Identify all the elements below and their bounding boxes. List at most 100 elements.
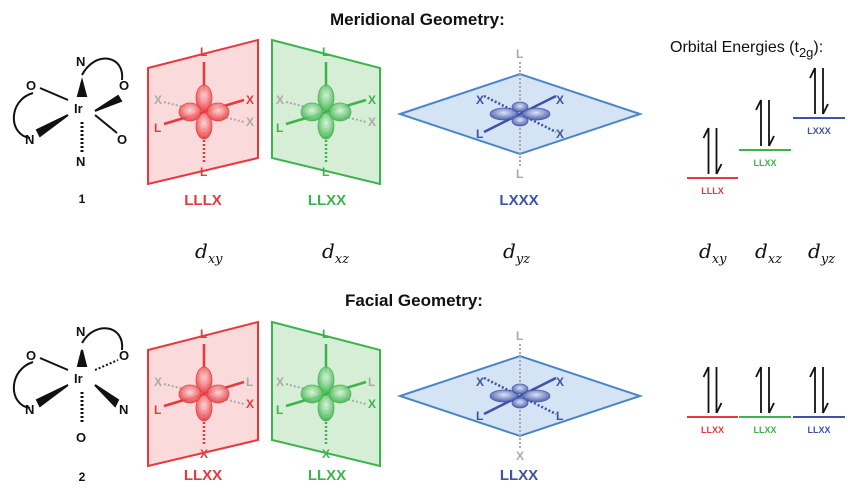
ligand-label-top: L [200,327,207,341]
energy-level-dyz: LXXX [793,67,845,136]
spin-up-arrowhead [702,366,710,378]
ligand-label-bottom: L [516,167,523,181]
energy-level-label: LLXX [753,425,776,435]
ligand-bond-diagonal [483,376,557,416]
spin-up-arrowhead [809,366,816,378]
oxygen-atom-left: O [26,348,36,363]
orbital-lobe [489,107,519,121]
ligand-label-bottom: L [200,165,207,179]
ligand-label-left-bottom: L [476,127,483,141]
nitrogen-atom-top: N [76,324,85,339]
ligand-label-right: X [556,127,564,141]
nitrogen-atom-bottom: N [76,154,85,169]
orbital-label-dyz: dyz [503,239,530,267]
iridium-atom: Ir [74,101,83,116]
ligand-label-left-bottom: L [476,409,483,423]
ligand-label-right-top: X [246,397,254,411]
ligand-bond-front [163,98,245,126]
ligand-label-left: L [154,403,161,417]
orbital-lobe [300,102,324,122]
orbital-lobe [300,384,324,404]
orbital-lobe [511,383,529,395]
orbital-lobe [178,384,202,404]
ligand-bond-front [163,380,245,408]
ligand-set-caption: LLLX [184,192,222,209]
ligand-label-bottom: L [322,165,329,179]
ligand-label-left-top: X [154,93,162,107]
ligand-label-right-top: X [368,115,376,129]
ligand-label-bottom: X [322,447,330,461]
energy-level-label: LLXX [807,425,830,435]
orbital-lobe [195,84,213,112]
orbital-plane-dyz: L X X L X L [396,47,644,181]
oxygen-atom-lower-right: O [117,132,127,147]
ligand-set-caption: LLXX [308,192,346,209]
ligand-bond-diagonal [483,94,557,134]
orbital-energies-title: Orbital Energies (t2g): [670,39,823,60]
orbital-plane-dyz: L X X L L X [396,329,644,463]
ligand-label-right: L [368,375,375,389]
ligand-label-top: L [322,327,329,341]
energy-orbital-label-dyz: dyz [808,239,835,267]
orbital-lobe [317,112,335,140]
orbital-lobe [195,366,213,394]
iridium-atom: Ir [74,371,83,386]
ligand-label-left: L [276,121,283,135]
oxygen-atom-bottom: O [76,430,86,445]
ligand-set-caption: LLXX [500,467,538,484]
ligand-label-left: L [276,403,283,417]
energy-orbital-label-dxy: dxy [699,239,727,267]
ligand-bond-front [285,380,367,408]
facial-heading: Facial Geometry: [345,291,483,310]
orbital-lobe [206,102,230,122]
spin-down-arrowhead [715,402,723,414]
energy-level-label: LLLX [701,186,724,196]
ligand-label-top: L [516,329,523,343]
oxygen-atom-right: O [119,348,129,363]
orbital-lobe [178,102,202,122]
ligand-label-right-top: X [556,93,564,107]
meridional-heading: Meridional Geometry: [330,10,505,29]
orbital-lobe [317,84,335,112]
orbital-lobe [195,394,213,422]
energy-level-dxz: LLXX [739,99,791,168]
spin-up-arrowhead [702,127,710,139]
ligand-label-right-top: X [556,375,564,389]
energy-level-dxy: LLXX [687,366,738,435]
energy-level-dxz: LLXX [739,366,791,435]
orbital-lobe [206,384,230,404]
spin-up-arrowhead [809,67,816,79]
meridional-energy-levels: LLLX LLXX LXXX [687,67,845,196]
orbital-label-dxz: dxz [322,239,349,267]
orbital-lobe [521,107,551,121]
ligand-label-left-top: X [154,375,162,389]
orbital-label-dxy: dxy [195,239,223,267]
orbital-lobe [195,112,213,140]
spin-down-arrowhead [715,163,723,175]
spin-up-arrowhead [755,99,762,111]
orbital-lobe [317,366,335,394]
spin-down-arrowhead [768,402,775,414]
ligand-label-top: L [200,45,207,59]
ligand-label-bottom: X [516,449,524,463]
orbital-lobe [511,397,529,409]
nitrogen-atom-top: N [76,54,85,69]
ligand-set-caption: LLXX [184,467,222,484]
ligand-set-caption: LLXX [308,467,346,484]
energy-orbital-label-dxz: dxz [755,239,782,267]
spin-down-arrowhead [768,135,775,147]
nitrogen-atom-left: N [25,402,34,417]
ligand-label-top: L [322,45,329,59]
ligand-label-right: L [246,375,253,389]
spin-down-arrowhead [822,402,829,414]
oxygen-atom-right: O [119,78,129,93]
ligand-label-right: X [246,93,254,107]
orbital-lobe [328,384,352,404]
facial-complex-structure [12,327,124,422]
compound-number: 1 [79,192,86,206]
